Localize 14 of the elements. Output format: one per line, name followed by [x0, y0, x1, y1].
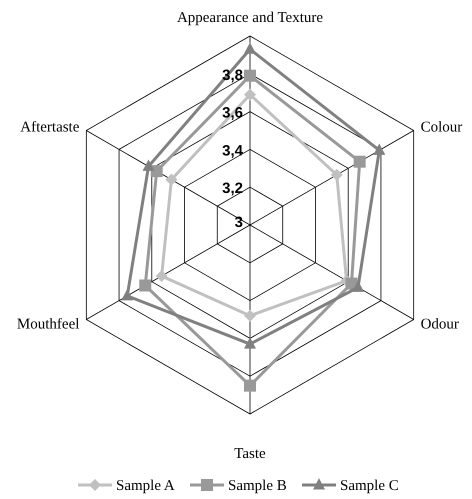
y-tick-label: 3,4 [222, 142, 244, 160]
y-tick-label: 3,8 [222, 66, 243, 84]
spoke-label: Taste [234, 446, 266, 462]
spoke-label: Appearance and Texture [176, 10, 324, 26]
spoke-label: Odour [420, 316, 459, 332]
spoke-label: Aftertaste [20, 120, 80, 136]
legend-label: Sample C [340, 478, 399, 494]
legend-label: Sample B [228, 478, 287, 494]
y-tick-label: 3,6 [222, 104, 243, 122]
spoke-label: Colour [420, 120, 462, 136]
spoke-label: Mouthfeel [16, 316, 80, 332]
legend-label: Sample A [116, 478, 175, 494]
y-tick-label: 3,2 [222, 180, 243, 198]
y-tick-label: 3 [234, 214, 243, 231]
